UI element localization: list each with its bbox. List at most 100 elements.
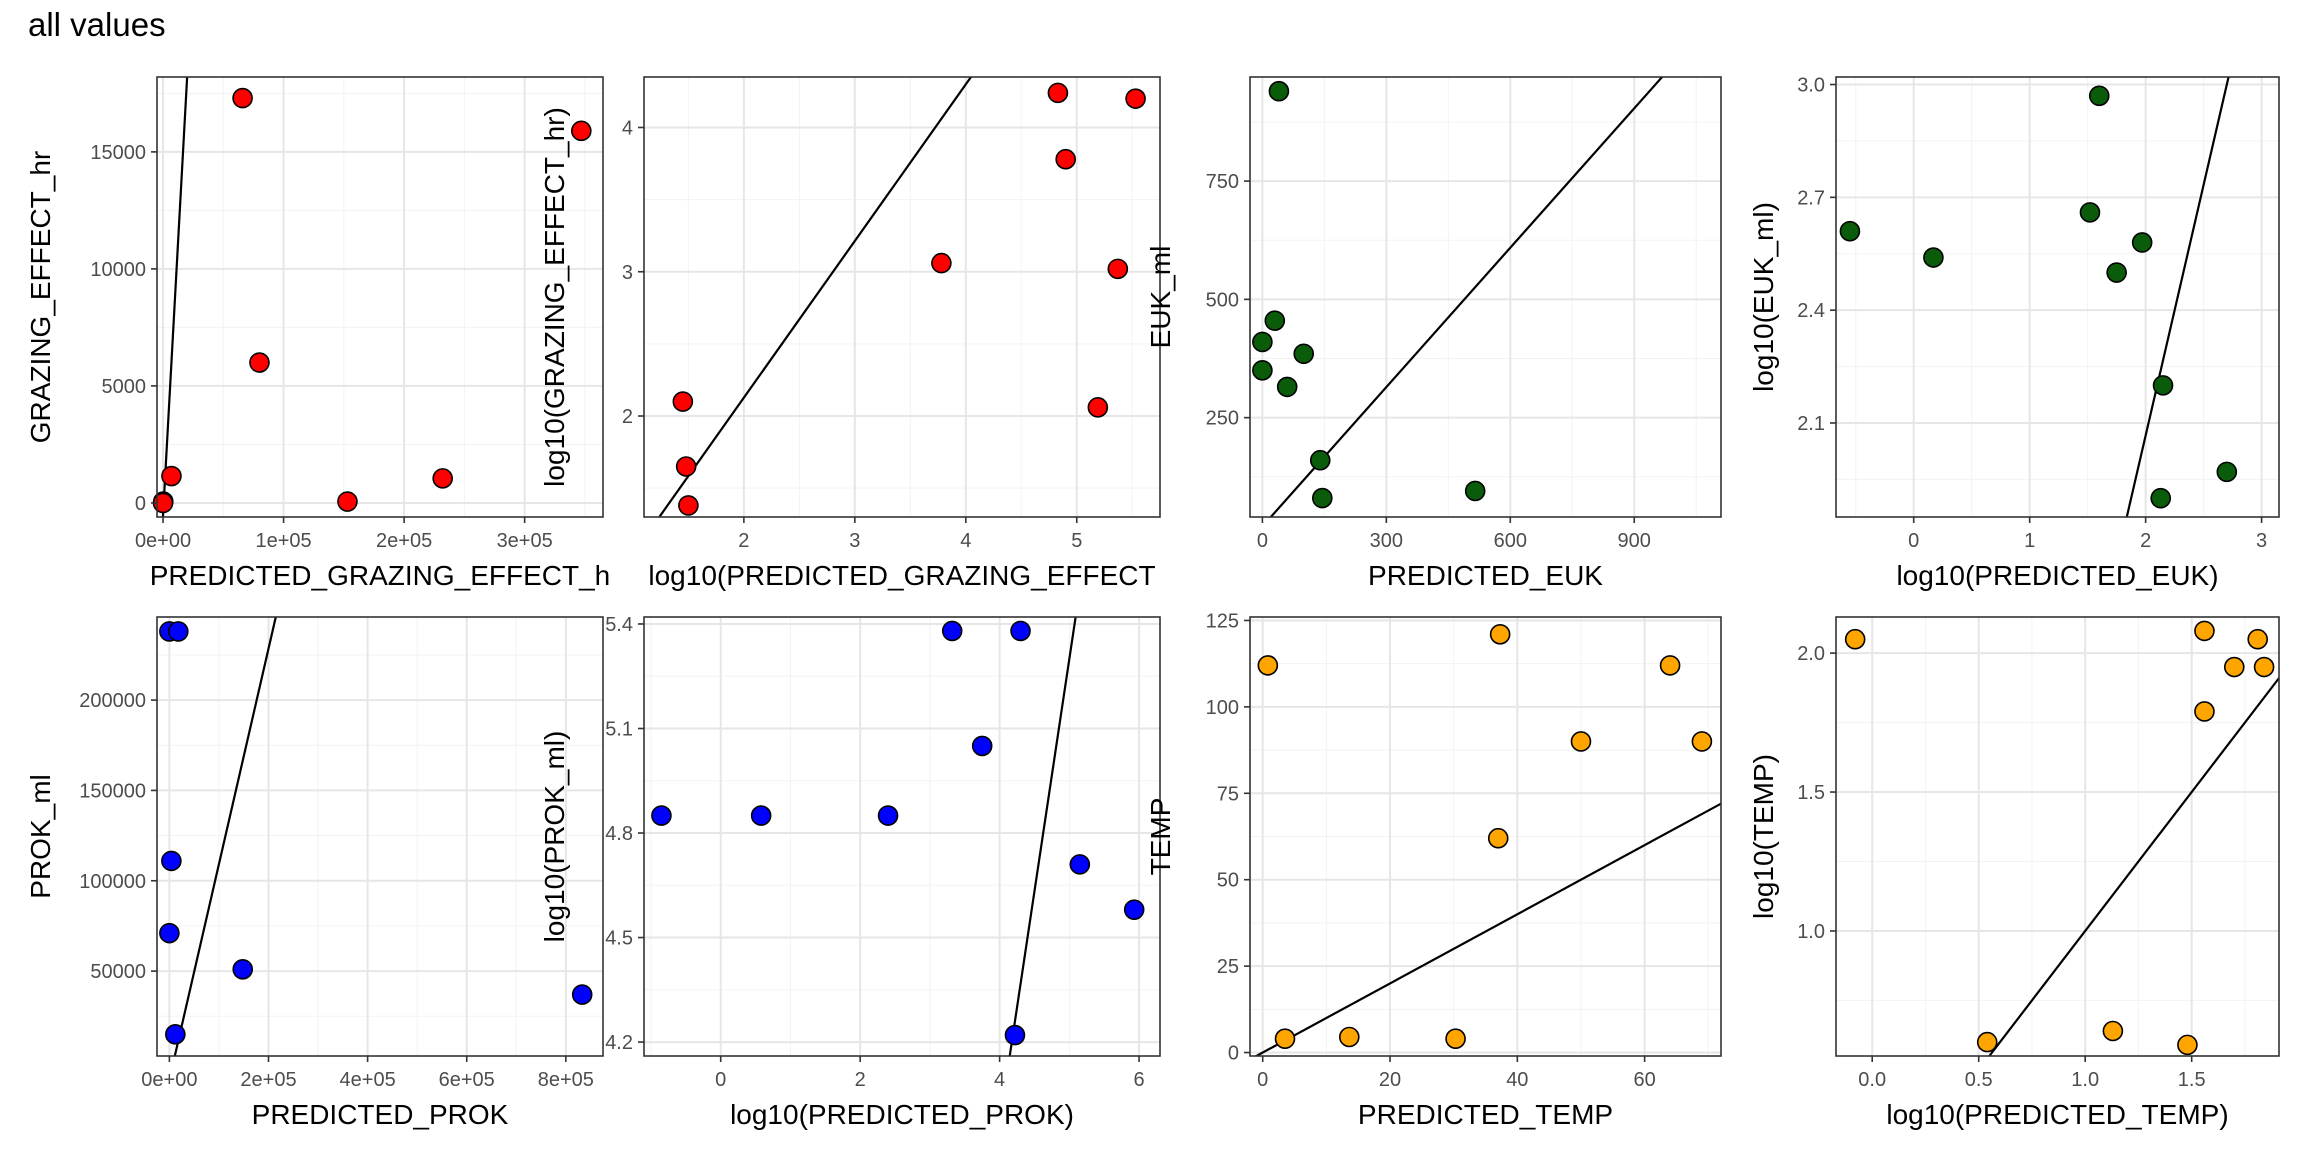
- data-point: [432, 468, 453, 489]
- fit-line: [161, 77, 189, 517]
- data-point: [2106, 262, 2127, 283]
- fit-line: [173, 617, 277, 1056]
- scatter-panel-8: 0.0 0.5 1.0 1.5 1.0 1.5 2.0 log10(PREDICTED_TEM…: [1748, 616, 2280, 1130]
- data-point: [1276, 376, 1298, 398]
- fit-line: [1008, 617, 1077, 1056]
- data-point: [1976, 1031, 1998, 1053]
- x-tick-label: 2e+05: [240, 1069, 296, 1091]
- data-point: [168, 621, 189, 642]
- y-tick-label: 3: [622, 262, 633, 284]
- y-tick-label: 5.1: [605, 718, 633, 740]
- figure-title: all values: [28, 6, 166, 43]
- panel-border: [643, 76, 1161, 518]
- minor-grid: [1836, 617, 2279, 1056]
- data-point: [1252, 360, 1273, 381]
- y-tick-label: 2.4: [1797, 300, 1825, 322]
- y-tick-label: 4.5: [605, 928, 633, 950]
- data-point: [1445, 1028, 1466, 1050]
- minor-grid: [644, 77, 1160, 517]
- x-tick-label: 4: [994, 1069, 1005, 1091]
- y-axis-title: EUK_ml: [1145, 246, 1176, 349]
- plot-background: [644, 77, 1160, 517]
- scatter-panel-6: 0 2 4 6 4.2 4.5 4.8 5.1 5.4 log10(PREDICTED_PROK)…: [539, 614, 1161, 1130]
- minor-grid: [1836, 77, 2279, 517]
- x-tick-label: 4e+05: [340, 1069, 396, 1091]
- scatter-panel-7: 0 20 40 60 0 25 50 75 100 125 PREDICTED_TEMP TEMP: [1145, 610, 1722, 1130]
- y-tick-label: 2: [622, 406, 633, 428]
- x-tick-label: 8e+05: [538, 1069, 594, 1091]
- data-point: [2152, 375, 2174, 396]
- y-tick-label: 5.4: [605, 614, 633, 636]
- data-point: [1047, 82, 1069, 104]
- y-tick-label: 5000: [102, 376, 147, 398]
- x-tick-label: 600: [1494, 530, 1527, 552]
- data-point: [2079, 202, 2101, 223]
- y-tick-label: 0: [135, 493, 146, 515]
- y-tick-label: 200000: [79, 690, 146, 712]
- data-point: [1069, 854, 1091, 875]
- major-grid: [1836, 617, 2279, 1056]
- x-tick-label: 0e+00: [141, 1069, 197, 1091]
- y-axis-title: log10(TEMP): [1748, 754, 1779, 919]
- data-point: [1570, 731, 1592, 752]
- fit-line: [1254, 802, 1721, 1056]
- major-grid: [1250, 617, 1721, 1056]
- data-point: [941, 620, 963, 642]
- data-point: [1464, 480, 1486, 502]
- data-point: [1489, 623, 1511, 645]
- data-point: [232, 87, 253, 109]
- x-tick-label: 3: [2256, 530, 2267, 552]
- data-point: [1125, 88, 1146, 109]
- data-point: [232, 958, 254, 980]
- y-tick-label: 75: [1217, 783, 1239, 805]
- y-tick-label: 10000: [90, 259, 146, 281]
- minor-grid: [1250, 617, 1721, 1056]
- fit-line: [2125, 77, 2230, 517]
- x-tick-label: 0: [1257, 1069, 1268, 1091]
- plot-background: [157, 77, 603, 517]
- minor-grid: [157, 617, 603, 1056]
- data-point: [1107, 258, 1129, 280]
- x-tick-label: 1.0: [2071, 1069, 2099, 1091]
- minor-grid: [1250, 77, 1721, 517]
- x-axis-title: log10(PREDICTED_GRAZING_EFFECT: [648, 560, 1155, 591]
- data-point: [165, 1024, 186, 1045]
- major-grid: [644, 617, 1160, 1056]
- y-tick-label: 750: [1206, 171, 1239, 193]
- data-point: [2177, 1034, 2198, 1056]
- data-point: [1923, 247, 1944, 268]
- data-point: [159, 922, 180, 944]
- y-tick-label: 4.2: [605, 1032, 633, 1054]
- panel-border: [1835, 76, 2280, 518]
- y-tick-label: 100000: [79, 871, 146, 893]
- x-tick-label: 3: [849, 530, 860, 552]
- x-axis-title: PREDICTED_GRAZING_EFFECT_h: [150, 560, 611, 591]
- data-point: [1338, 1026, 1360, 1048]
- x-tick-label: 20: [1379, 1069, 1401, 1091]
- y-tick-label: 250: [1206, 408, 1239, 430]
- x-axis-title: log10(PREDICTED_TEMP): [1886, 1099, 2228, 1130]
- data-point: [2247, 628, 2269, 650]
- y-tick-label: 2.1: [1797, 413, 1825, 435]
- data-point: [877, 805, 899, 826]
- data-point: [1268, 80, 1290, 102]
- data-point: [1312, 487, 1333, 509]
- data-point: [1055, 148, 1076, 170]
- x-tick-label: 0.5: [1965, 1069, 1993, 1091]
- x-tick-label: 6: [1134, 1069, 1145, 1091]
- data-point: [1010, 620, 1031, 642]
- x-tick-label: 300: [1370, 530, 1403, 552]
- y-tick-label: 1.5: [1797, 782, 1825, 804]
- scatter-panel-3: 0 300 600 900 250 500 750 PREDICTED_EUK EUK_ml: [1145, 76, 1722, 591]
- plot-background: [1836, 617, 2279, 1056]
- x-tick-label: 60: [1633, 1069, 1655, 1091]
- y-tick-label: 1.0: [1797, 921, 1825, 943]
- y-tick-label: 50: [1217, 870, 1239, 892]
- data-point: [750, 805, 772, 826]
- data-point: [1274, 1028, 1296, 1050]
- x-tick-label: 1.5: [2178, 1069, 2206, 1091]
- data-point: [1659, 655, 1681, 676]
- y-tick-label: 4: [622, 117, 633, 139]
- x-tick-label: 1: [2024, 530, 2035, 552]
- panel-border: [643, 616, 1161, 1057]
